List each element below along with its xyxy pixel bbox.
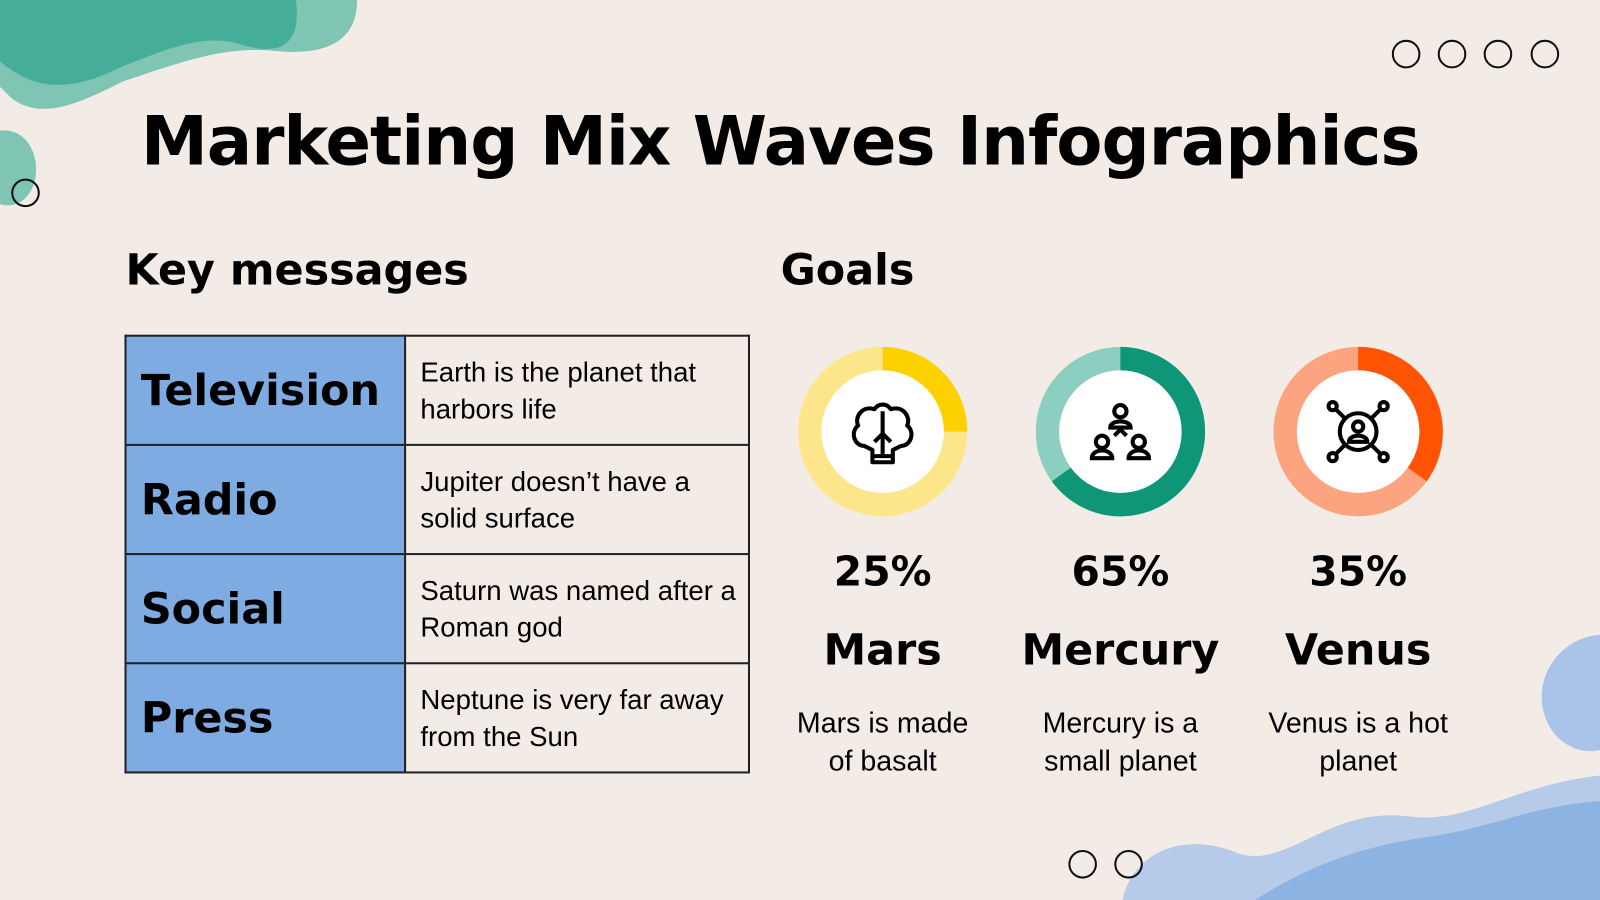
decorative-dot xyxy=(1114,849,1143,879)
goal-description: Venus is a hot planet xyxy=(1268,707,1448,777)
brain-bulb-icon xyxy=(851,402,914,465)
goals-heading: Goals xyxy=(780,244,915,295)
key-messages-table: Television Earth is the planet that harbo… xyxy=(124,334,750,774)
nav-dot-1 xyxy=(1391,39,1421,69)
table-row: Social Saturn was named after a Roman god xyxy=(124,553,750,665)
goal-percent: 35% xyxy=(1309,548,1408,596)
key-messages-heading: Key messages xyxy=(125,244,469,295)
goal-description: Mars is made of basalt xyxy=(796,707,969,777)
goal-name: Mercury xyxy=(1021,624,1220,675)
channel-cell: Press xyxy=(124,662,407,774)
table-row: Radio Jupiter doesn’t have a solid surfac… xyxy=(124,443,750,556)
nav-dot-3 xyxy=(1483,39,1513,69)
decorative-dot xyxy=(1068,849,1097,879)
page-title: Marketing Mix Waves Infographics xyxy=(140,102,1421,181)
goal-percent: 65% xyxy=(1071,548,1170,596)
nav-dot-4 xyxy=(1530,39,1560,69)
decorative-dot xyxy=(11,178,40,208)
message-cell: Neptune is very far away from the Sun xyxy=(404,662,750,774)
goal-description: Mercury is a small planet xyxy=(1042,707,1199,777)
channel-cell: Radio xyxy=(124,443,407,556)
user-network-icon xyxy=(1326,399,1390,464)
donut-progress-mercury xyxy=(1051,346,1206,517)
channel-cell: Television xyxy=(124,334,407,446)
channel-cell: Social xyxy=(124,553,407,665)
message-cell: Jupiter doesn’t have a solid surface xyxy=(404,443,750,556)
nav-dot-2 xyxy=(1437,39,1467,69)
message-cell: Saturn was named after a Roman god xyxy=(404,553,750,665)
team-hierarchy-icon xyxy=(1089,403,1152,461)
goal-percent: 25% xyxy=(833,548,932,596)
goal-name: Venus xyxy=(1284,624,1432,675)
table-row: Press Neptune is very far away from the S… xyxy=(124,662,750,774)
message-cell: Earth is the planet that harbors life xyxy=(404,334,750,446)
donut-progress-venus xyxy=(1357,346,1443,482)
table-row: Television Earth is the planet that harbo… xyxy=(124,334,750,446)
goal-name: Mars xyxy=(823,624,942,675)
donut-progress-mars xyxy=(882,346,968,433)
